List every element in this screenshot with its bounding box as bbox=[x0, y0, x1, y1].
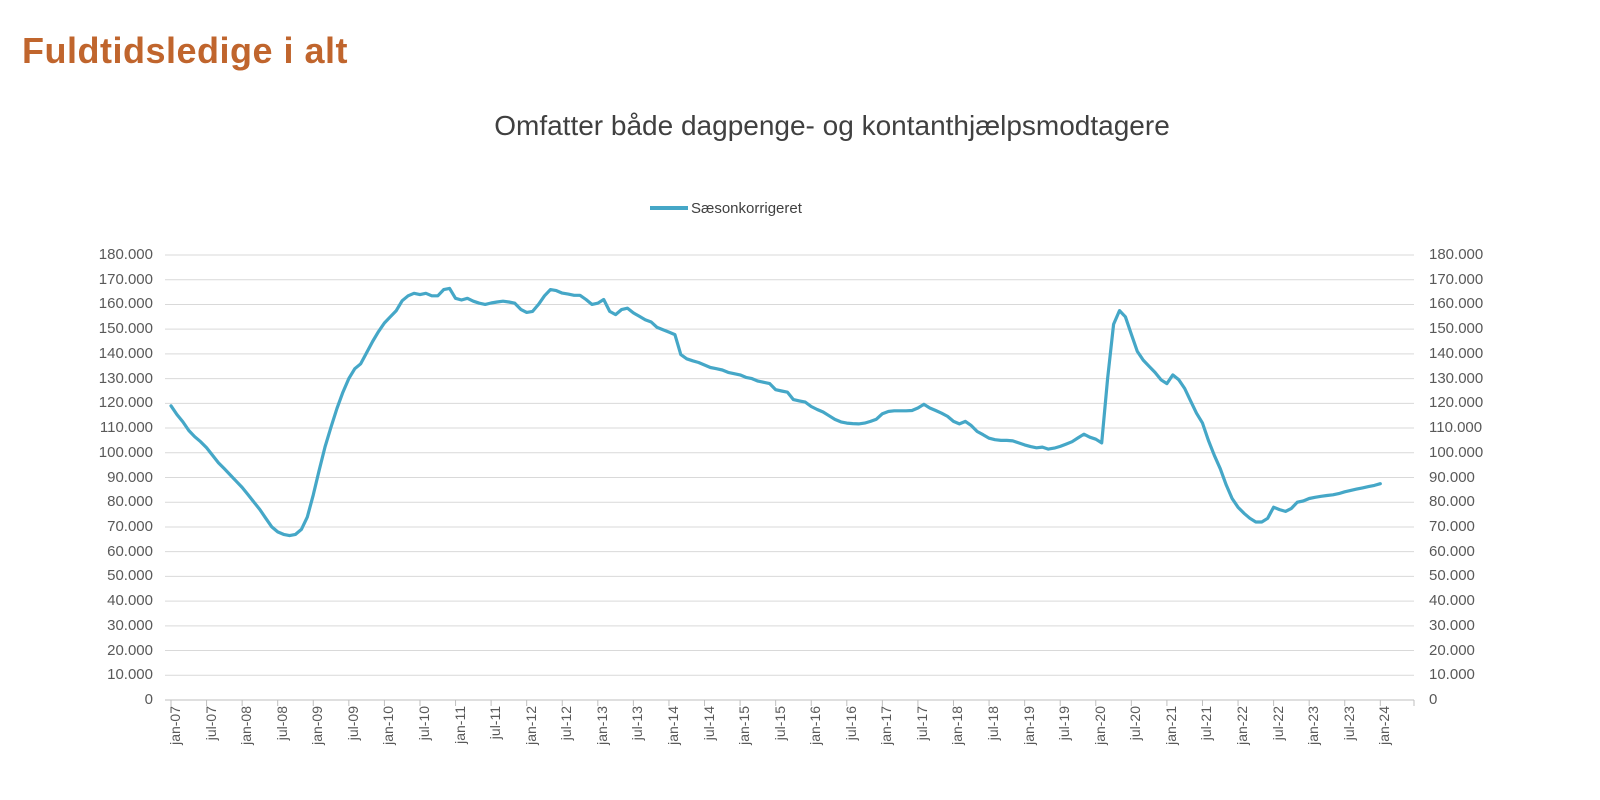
y-axis-label-left: 50.000 bbox=[107, 567, 153, 585]
page-title: Fuldtidsledige i alt bbox=[22, 30, 349, 71]
y-axis-label-left: 0 bbox=[144, 691, 153, 708]
x-axis-label: jan-09 bbox=[309, 706, 326, 745]
x-axis-label: jan-12 bbox=[522, 706, 539, 745]
y-axis-label-left: 20.000 bbox=[107, 641, 153, 659]
x-axis-label: jan-15 bbox=[736, 706, 753, 745]
y-axis-label-right: 50.000 bbox=[1429, 567, 1475, 585]
x-axis-label: jul-12 bbox=[558, 706, 575, 741]
x-axis-label: jan-16 bbox=[807, 706, 824, 745]
y-axis-label-right: 150.000 bbox=[1429, 320, 1484, 338]
y-axis-label-right: 90.000 bbox=[1429, 468, 1475, 486]
y-axis-label-left: 100.000 bbox=[98, 443, 153, 461]
legend-label: Sæsonkorrigeret bbox=[691, 199, 802, 217]
x-axis-label: jul-10 bbox=[415, 706, 432, 741]
y-axis-label-left: 10.000 bbox=[107, 666, 153, 684]
x-axis-label: jan-19 bbox=[1020, 706, 1037, 745]
x-axis-label: jan-17 bbox=[878, 706, 895, 745]
x-axis-label: jul-08 bbox=[273, 706, 290, 741]
y-axis-label-right: 100.000 bbox=[1429, 443, 1484, 461]
x-axis-label: jul-19 bbox=[1056, 706, 1073, 741]
x-axis-label: jul-15 bbox=[771, 706, 788, 741]
x-axis-label: jul-23 bbox=[1340, 706, 1357, 741]
y-axis-label-left: 160.000 bbox=[98, 295, 153, 313]
y-axis-label-left: 30.000 bbox=[107, 616, 153, 634]
x-axis-label: jan-24 bbox=[1376, 706, 1393, 745]
y-axis-label-left: 120.000 bbox=[98, 394, 153, 412]
y-axis-label-right: 60.000 bbox=[1429, 542, 1475, 560]
x-axis-label: jul-18 bbox=[985, 706, 1002, 741]
y-axis-label-left: 90.000 bbox=[107, 468, 153, 486]
y-axis-label-left: 80.000 bbox=[107, 493, 153, 511]
legend-line-swatch bbox=[650, 206, 688, 210]
y-axis-label-right: 110.000 bbox=[1429, 419, 1483, 437]
x-axis-label: jul-22 bbox=[1269, 706, 1286, 741]
x-axis-label: jul-17 bbox=[913, 706, 930, 741]
x-axis-label: jul-16 bbox=[842, 706, 859, 741]
y-axis-label-left: 110.000 bbox=[99, 419, 153, 437]
y-axis-label-left: 170.000 bbox=[98, 270, 153, 288]
y-axis-label-right: 80.000 bbox=[1429, 493, 1475, 511]
legend: Sæsonkorrigeret bbox=[650, 198, 802, 218]
chart-title: Omfatter både dagpenge- og kontanthjælps… bbox=[494, 110, 1170, 141]
y-axis-label-left: 40.000 bbox=[107, 592, 153, 610]
y-axis-label-right: 160.000 bbox=[1429, 295, 1484, 313]
x-axis-label: jan-11 bbox=[451, 706, 468, 744]
y-axis-label-right: 130.000 bbox=[1429, 369, 1484, 387]
x-axis-label: jul-09 bbox=[344, 706, 361, 741]
x-axis-label: jan-07 bbox=[167, 706, 183, 745]
y-axis-label-left: 150.000 bbox=[98, 320, 153, 338]
x-axis-label: jan-13 bbox=[593, 706, 610, 745]
y-axis-label-right: 140.000 bbox=[1429, 344, 1484, 362]
x-axis-label: jan-08 bbox=[238, 706, 255, 745]
y-axis-label-right: 40.000 bbox=[1429, 592, 1475, 610]
y-axis-label-left: 130.000 bbox=[98, 369, 153, 387]
y-axis-label-left: 140.000 bbox=[98, 344, 153, 362]
x-axis-label: jul-20 bbox=[1127, 706, 1144, 741]
x-axis-label: jan-20 bbox=[1091, 706, 1108, 745]
x-axis-label: jul-13 bbox=[629, 706, 646, 741]
y-axis-label-right: 20.000 bbox=[1429, 641, 1475, 659]
x-axis-label: jul-14 bbox=[700, 706, 717, 741]
x-axis-label: jan-21 bbox=[1162, 706, 1179, 745]
series-line-saesonkorrigeret bbox=[169, 286, 1382, 538]
x-axis-label: jul-21 bbox=[1198, 706, 1215, 741]
x-axis-label: jan-10 bbox=[380, 706, 397, 745]
y-axis-label-right: 120.000 bbox=[1429, 394, 1484, 412]
y-axis-label-right: 70.000 bbox=[1429, 517, 1475, 535]
y-axis-label-right: 170.000 bbox=[1429, 270, 1484, 288]
y-axis-label-right: 180.000 bbox=[1429, 246, 1484, 263]
x-axis-label: jul-07 bbox=[202, 706, 219, 741]
x-axis-label: jan-14 bbox=[664, 706, 681, 745]
x-axis-label: jan-22 bbox=[1234, 706, 1251, 745]
x-axis-label: jul-11 bbox=[487, 706, 504, 740]
y-axis-label-right: 0 bbox=[1429, 691, 1438, 708]
y-axis-label-left: 60.000 bbox=[107, 542, 153, 560]
x-axis-label: jan-18 bbox=[949, 706, 966, 745]
x-axis-label: jan-23 bbox=[1305, 706, 1322, 745]
y-axis-label-right: 10.000 bbox=[1429, 666, 1475, 684]
y-axis-label-left: 180.000 bbox=[98, 246, 153, 263]
y-axis-label-right: 30.000 bbox=[1429, 616, 1475, 634]
y-axis-label-left: 70.000 bbox=[107, 517, 153, 535]
